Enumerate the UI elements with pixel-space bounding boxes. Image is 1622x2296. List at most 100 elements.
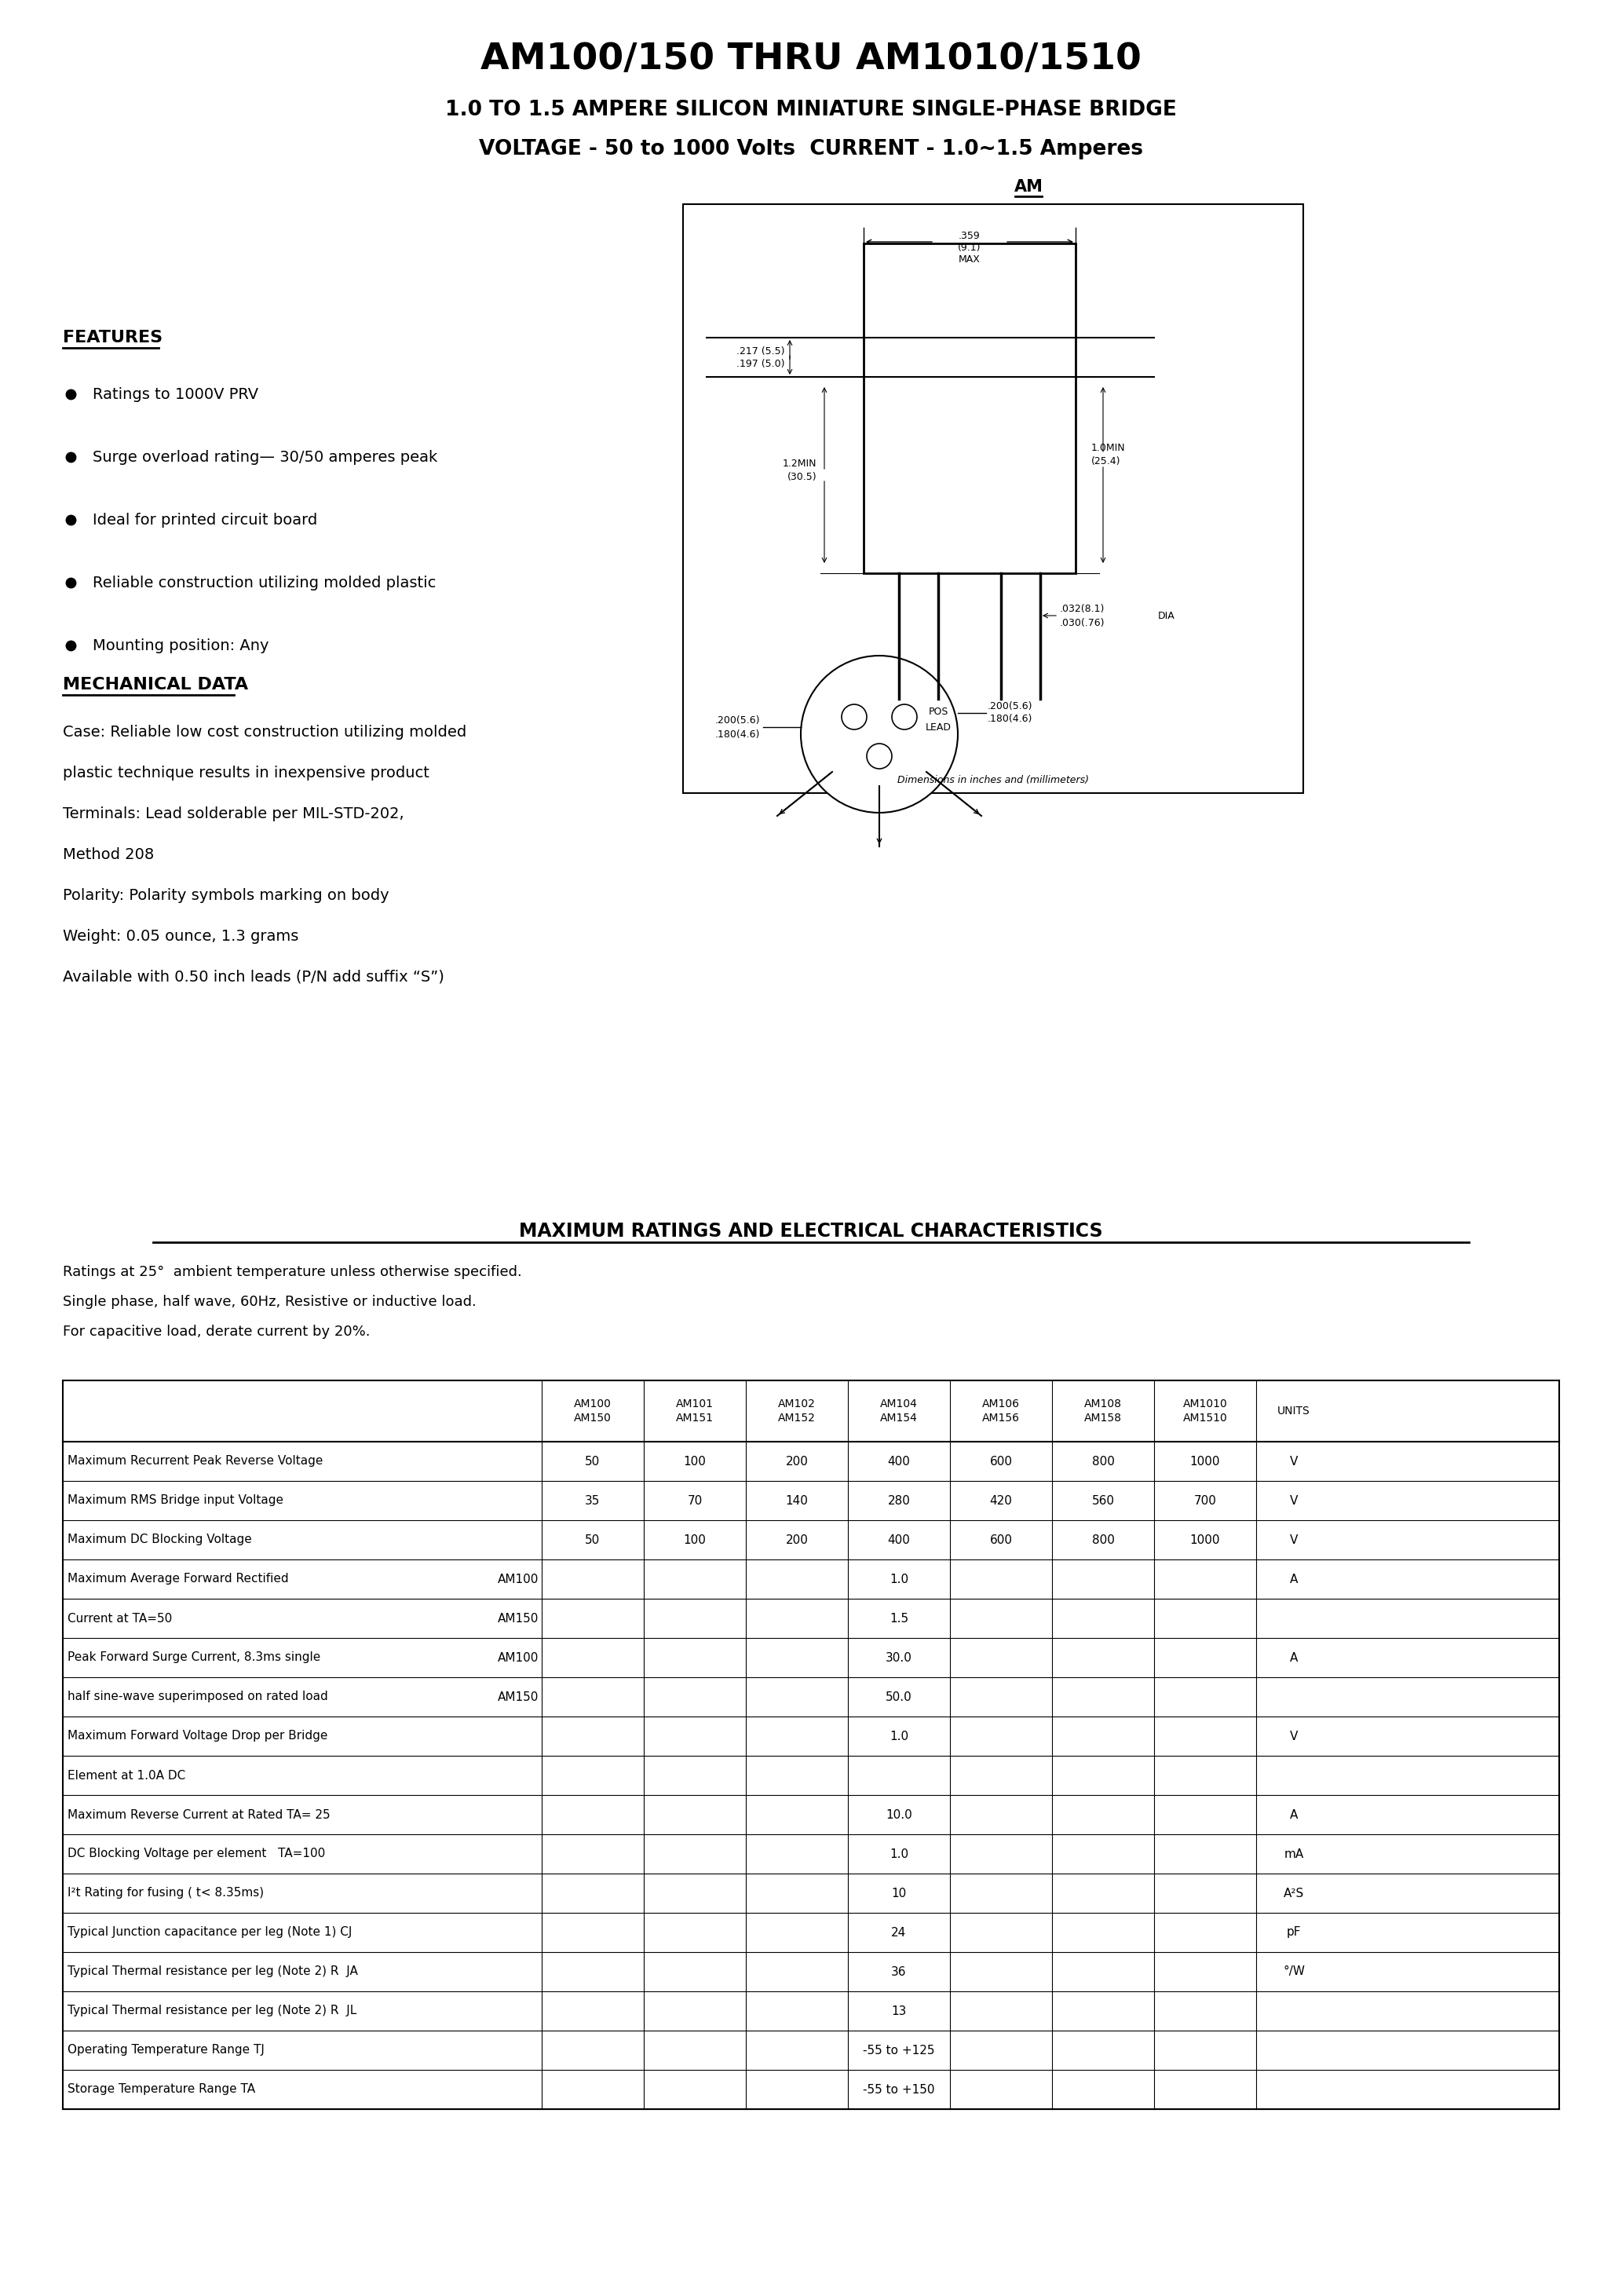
Text: Weight: 0.05 ounce, 1.3 grams: Weight: 0.05 ounce, 1.3 grams <box>63 928 298 944</box>
Text: (30.5): (30.5) <box>787 473 816 482</box>
Text: AM100: AM100 <box>498 1573 539 1584</box>
Text: 1.5: 1.5 <box>889 1612 908 1623</box>
Text: 24: 24 <box>892 1926 907 1938</box>
Text: Typical Thermal resistance per leg (Note 2) R  JL: Typical Thermal resistance per leg (Note… <box>68 2004 357 2016</box>
Text: 700: 700 <box>1194 1495 1216 1506</box>
Text: 50: 50 <box>586 1456 600 1467</box>
Text: 280: 280 <box>887 1495 910 1506</box>
Text: Ratings to 1000V PRV: Ratings to 1000V PRV <box>92 386 258 402</box>
Text: 50: 50 <box>586 1534 600 1545</box>
Text: Single phase, half wave, 60Hz, Resistive or inductive load.: Single phase, half wave, 60Hz, Resistive… <box>63 1295 477 1309</box>
Text: AM101
AM151: AM101 AM151 <box>676 1398 714 1424</box>
Text: AM100/150 THRU AM1010/1510: AM100/150 THRU AM1010/1510 <box>480 41 1142 76</box>
Text: DC Blocking Voltage per element   TA=100: DC Blocking Voltage per element TA=100 <box>68 1848 326 1860</box>
Bar <box>863 243 1075 574</box>
Text: °/W: °/W <box>1283 1965 1304 1977</box>
Text: AM102
AM152: AM102 AM152 <box>779 1398 816 1424</box>
Text: 420: 420 <box>989 1495 1012 1506</box>
Text: Case: Reliable low cost construction utilizing molded: Case: Reliable low cost construction uti… <box>63 723 467 739</box>
Circle shape <box>842 705 866 730</box>
Text: MECHANICAL DATA: MECHANICAL DATA <box>63 677 248 693</box>
Text: 36: 36 <box>890 1965 907 1977</box>
Text: DIA: DIA <box>1158 611 1174 620</box>
Text: Maximum Average Forward Rectified: Maximum Average Forward Rectified <box>68 1573 289 1584</box>
Text: Element at 1.0A DC: Element at 1.0A DC <box>68 1770 185 1782</box>
Text: 100: 100 <box>683 1456 706 1467</box>
Circle shape <box>801 657 959 813</box>
Text: AM1010
AM1510: AM1010 AM1510 <box>1182 1398 1228 1424</box>
Text: 400: 400 <box>887 1534 910 1545</box>
Text: A²S: A²S <box>1283 1887 1304 1899</box>
Text: UNITS: UNITS <box>1278 1405 1311 1417</box>
Text: 140: 140 <box>785 1495 808 1506</box>
Text: AM: AM <box>1014 179 1043 195</box>
Text: 800: 800 <box>1092 1534 1114 1545</box>
Text: .180(4.6): .180(4.6) <box>988 714 1033 723</box>
Text: FEATURES: FEATURES <box>63 331 162 344</box>
Text: AM100: AM100 <box>498 1651 539 1665</box>
Text: Operating Temperature Range TJ: Operating Temperature Range TJ <box>68 2043 264 2057</box>
Text: Reliable construction utilizing molded plastic: Reliable construction utilizing molded p… <box>92 576 436 590</box>
Text: V: V <box>1289 1495 1298 1506</box>
Text: V: V <box>1289 1534 1298 1545</box>
Text: Ratings at 25°  ambient temperature unless otherwise specified.: Ratings at 25° ambient temperature unles… <box>63 1265 522 1279</box>
Text: 1.0: 1.0 <box>889 1573 908 1584</box>
Text: Maximum RMS Bridge input Voltage: Maximum RMS Bridge input Voltage <box>68 1495 284 1506</box>
Text: For capacitive load, derate current by 20%.: For capacitive load, derate current by 2… <box>63 1325 370 1339</box>
Text: plastic technique results in inexpensive product: plastic technique results in inexpensive… <box>63 765 430 781</box>
Text: half sine-wave superimposed on rated load: half sine-wave superimposed on rated loa… <box>68 1690 328 1704</box>
Text: .180(4.6): .180(4.6) <box>715 730 761 739</box>
Text: A: A <box>1289 1809 1298 1821</box>
Text: A: A <box>1289 1573 1298 1584</box>
Text: 200: 200 <box>785 1456 808 1467</box>
Text: 1000: 1000 <box>1191 1456 1220 1467</box>
Text: 1.0MIN: 1.0MIN <box>1092 443 1126 452</box>
Text: AM108
AM158: AM108 AM158 <box>1083 1398 1122 1424</box>
Text: Available with 0.50 inch leads (P/N add suffix “S”): Available with 0.50 inch leads (P/N add … <box>63 969 444 985</box>
Text: 1.2MIN: 1.2MIN <box>782 459 816 468</box>
Text: Maximum DC Blocking Voltage: Maximum DC Blocking Voltage <box>68 1534 251 1545</box>
Text: 50.0: 50.0 <box>886 1690 912 1704</box>
Text: Dimensions in inches and (millimeters): Dimensions in inches and (millimeters) <box>897 774 1088 785</box>
Text: pF: pF <box>1286 1926 1301 1938</box>
Text: 10: 10 <box>892 1887 907 1899</box>
Text: Mounting position: Any: Mounting position: Any <box>92 638 269 652</box>
Text: Terminals: Lead solderable per MIL-STD-202,: Terminals: Lead solderable per MIL-STD-2… <box>63 806 404 822</box>
Text: 13: 13 <box>892 2004 907 2016</box>
Text: .200(5.6): .200(5.6) <box>715 716 761 726</box>
Text: 10.0: 10.0 <box>886 1809 912 1821</box>
Text: Ideal for printed circuit board: Ideal for printed circuit board <box>92 512 318 528</box>
Circle shape <box>892 705 916 730</box>
Text: 1.0: 1.0 <box>889 1848 908 1860</box>
Text: Current at TA=50: Current at TA=50 <box>68 1612 172 1623</box>
Text: .217 (5.5): .217 (5.5) <box>736 347 785 356</box>
Text: 200: 200 <box>785 1534 808 1545</box>
Text: V: V <box>1289 1456 1298 1467</box>
Text: MAXIMUM RATINGS AND ELECTRICAL CHARACTERISTICS: MAXIMUM RATINGS AND ELECTRICAL CHARACTER… <box>519 1221 1103 1240</box>
Text: 1000: 1000 <box>1191 1534 1220 1545</box>
Text: -55 to +150: -55 to +150 <box>863 2082 934 2096</box>
Text: Surge overload rating— 30/50 amperes peak: Surge overload rating— 30/50 amperes pea… <box>92 450 438 464</box>
Text: Maximum Forward Voltage Drop per Bridge: Maximum Forward Voltage Drop per Bridge <box>68 1731 328 1743</box>
Text: 600: 600 <box>989 1456 1012 1467</box>
Text: 800: 800 <box>1092 1456 1114 1467</box>
Text: 560: 560 <box>1092 1495 1114 1506</box>
Circle shape <box>866 744 892 769</box>
Text: mA: mA <box>1285 1848 1304 1860</box>
Text: 70: 70 <box>688 1495 702 1506</box>
Text: AM150: AM150 <box>498 1690 539 1704</box>
Text: .032(8.1): .032(8.1) <box>1059 604 1105 613</box>
Text: 35: 35 <box>586 1495 600 1506</box>
Text: A: A <box>1289 1651 1298 1665</box>
Text: 100: 100 <box>683 1534 706 1545</box>
Text: Maximum Reverse Current at Rated TA= 25: Maximum Reverse Current at Rated TA= 25 <box>68 1809 331 1821</box>
Text: POS: POS <box>928 707 949 716</box>
Text: Peak Forward Surge Current, 8.3ms single: Peak Forward Surge Current, 8.3ms single <box>68 1651 321 1665</box>
Text: (9.1): (9.1) <box>959 243 981 253</box>
Text: -55 to +125: -55 to +125 <box>863 2043 934 2057</box>
Text: AM150: AM150 <box>498 1612 539 1623</box>
Text: 600: 600 <box>989 1534 1012 1545</box>
Text: 400: 400 <box>887 1456 910 1467</box>
Bar <box>683 204 1302 792</box>
Text: .200(5.6): .200(5.6) <box>988 703 1033 712</box>
